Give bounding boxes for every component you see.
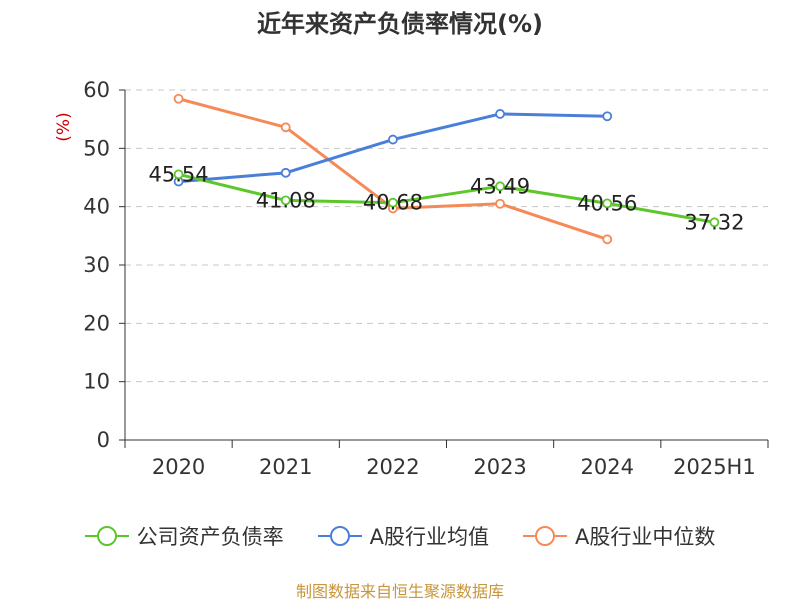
data-point bbox=[602, 198, 613, 209]
data-point bbox=[602, 234, 613, 245]
legend-item[interactable]: A股行业中位数 bbox=[523, 521, 715, 551]
chart-title: 近年来资产负债率情况(%) bbox=[257, 10, 543, 38]
legend-item[interactable]: A股行业均值 bbox=[317, 521, 489, 551]
data-label: 45.54 bbox=[149, 162, 209, 186]
data-point bbox=[280, 195, 291, 206]
legend-item[interactable]: 公司资产负债率 bbox=[84, 521, 284, 551]
data-point bbox=[709, 217, 720, 228]
legend-swatch-icon bbox=[523, 526, 567, 546]
y-tick-label: 60 bbox=[83, 78, 110, 102]
gridlines bbox=[125, 89, 768, 383]
data-point bbox=[280, 122, 291, 133]
x-tick-label: 2024 bbox=[581, 455, 634, 479]
y-tick-label: 30 bbox=[83, 253, 110, 277]
x-tick-label: 2021 bbox=[259, 455, 312, 479]
data-label: 43.49 bbox=[470, 174, 530, 198]
y-tick-label: 20 bbox=[83, 311, 110, 335]
data-point bbox=[388, 197, 398, 208]
series-line bbox=[178, 112, 608, 184]
data-label: 40.68 bbox=[363, 191, 423, 215]
legend-label: A股行业均值 bbox=[369, 525, 489, 549]
legend-swatch-icon bbox=[84, 526, 129, 546]
data-label: 41.08 bbox=[256, 188, 316, 212]
x-tick-label: 2025H1 bbox=[673, 455, 756, 479]
data-point bbox=[495, 109, 505, 119]
data-labels: 45.54 41.08 40.68 43.49 40.56 37.32 bbox=[149, 162, 745, 234]
legend-label: 公司资产负债率 bbox=[136, 525, 284, 549]
x-tick-label: 2020 bbox=[152, 455, 205, 479]
y-tick-label: 0 bbox=[97, 428, 110, 452]
source-note: 制图数据来自恒生聚源数据库 bbox=[295, 582, 504, 601]
series-line bbox=[178, 172, 715, 224]
series-lines bbox=[173, 93, 720, 245]
x-tick-label: 2023 bbox=[473, 455, 526, 479]
data-point bbox=[173, 93, 184, 104]
y-tick-label: 10 bbox=[83, 370, 110, 394]
data-point bbox=[495, 181, 505, 192]
legend: 公司资产负债率 A股行业均值 A股行业中位数 bbox=[0, 518, 800, 554]
data-label: 40.56 bbox=[577, 191, 637, 215]
y-tick-label: 40 bbox=[83, 195, 110, 219]
x-tick-label: 2022 bbox=[366, 455, 419, 479]
y-axis-label: (%) bbox=[54, 112, 74, 141]
y-tick-label: 50 bbox=[83, 136, 110, 160]
data-point bbox=[280, 167, 291, 178]
legend-label: A股行业中位数 bbox=[575, 525, 716, 549]
axes: 0 10 20 30 40 50 60 2020 2021 2022 2023 2024 2025H1 (… bbox=[54, 78, 769, 479]
data-label: 37.32 bbox=[684, 210, 744, 234]
legend-swatch-icon bbox=[317, 526, 362, 546]
data-point bbox=[495, 198, 505, 209]
data-point bbox=[173, 169, 184, 180]
data-point bbox=[602, 111, 613, 122]
series-line bbox=[178, 97, 608, 241]
data-point bbox=[388, 134, 398, 145]
